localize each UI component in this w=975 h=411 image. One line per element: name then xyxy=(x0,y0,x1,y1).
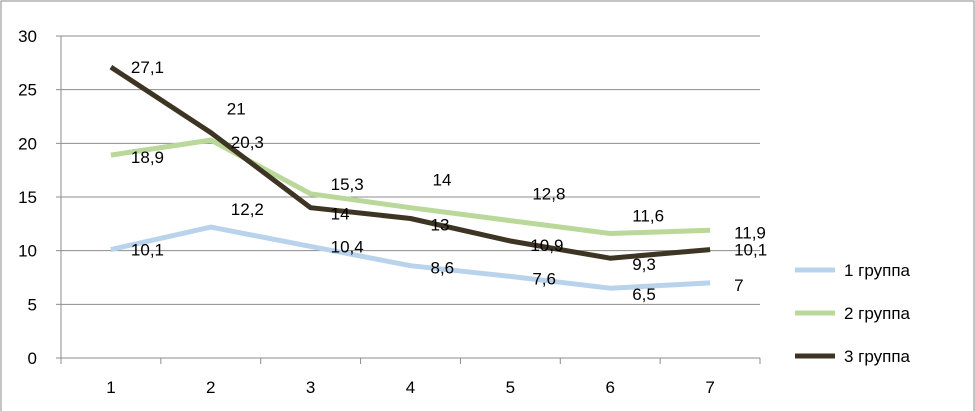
legend-label-3: 3 группа xyxy=(844,347,911,366)
x-tick-label: 4 xyxy=(406,378,415,397)
data-labels: 10,1 12,2 10,4 8,6 7,6 6,5 7 18,9 20,3 15,3 14 12,8… xyxy=(131,58,767,304)
data-label: 20,3 xyxy=(231,133,264,152)
x-tick-label: 6 xyxy=(605,378,614,397)
data-label: 21 xyxy=(227,100,246,119)
x-tick-labels: 1 2 3 4 5 6 7 xyxy=(106,378,715,397)
series-lines xyxy=(109,65,711,291)
series-line-1 xyxy=(110,224,711,291)
data-label: 12,8 xyxy=(532,185,565,204)
y-tick-label: 5 xyxy=(28,295,37,314)
x-tick-label: 7 xyxy=(705,378,714,397)
data-label: 10,1 xyxy=(131,241,164,260)
data-label: 15,3 xyxy=(331,175,364,194)
legend-label-1: 1 группа xyxy=(844,261,911,280)
data-label: 18,9 xyxy=(131,148,164,167)
data-label: 6,5 xyxy=(632,285,656,304)
data-label: 10,4 xyxy=(331,237,364,256)
data-label: 14 xyxy=(331,205,350,224)
data-label: 14 xyxy=(433,171,452,190)
data-label: 7 xyxy=(734,276,743,295)
y-tick-label: 0 xyxy=(28,349,37,368)
data-label: 12,2 xyxy=(231,200,264,219)
y-tick-label: 30 xyxy=(18,27,37,46)
data-label: 10,1 xyxy=(734,241,767,260)
axes xyxy=(56,35,761,364)
series-line-3 xyxy=(109,65,711,261)
data-label: 27,1 xyxy=(131,58,164,77)
x-tick-label: 5 xyxy=(506,378,515,397)
data-label: 11,6 xyxy=(632,206,664,225)
data-label: 9,3 xyxy=(632,255,656,274)
x-tick-label: 3 xyxy=(306,378,315,397)
x-tick-label: 2 xyxy=(206,378,215,397)
y-tick-label: 25 xyxy=(18,81,37,100)
data-label: 11,9 xyxy=(734,223,766,242)
y-tick-labels: 0 5 10 15 20 25 30 xyxy=(18,27,37,368)
data-label: 13 xyxy=(431,215,450,234)
y-tick-label: 10 xyxy=(18,242,37,261)
legend: 1 группа 2 группа 3 группа xyxy=(795,261,911,366)
series-line-2 xyxy=(110,137,711,236)
y-tick-label: 20 xyxy=(18,134,37,153)
y-tick-label: 15 xyxy=(18,188,37,207)
legend-label-2: 2 группа xyxy=(844,304,911,323)
data-label: 10,9 xyxy=(530,236,563,255)
data-label: 8,6 xyxy=(431,259,455,278)
data-label: 7,6 xyxy=(532,269,556,288)
x-tick-label: 1 xyxy=(106,378,115,397)
